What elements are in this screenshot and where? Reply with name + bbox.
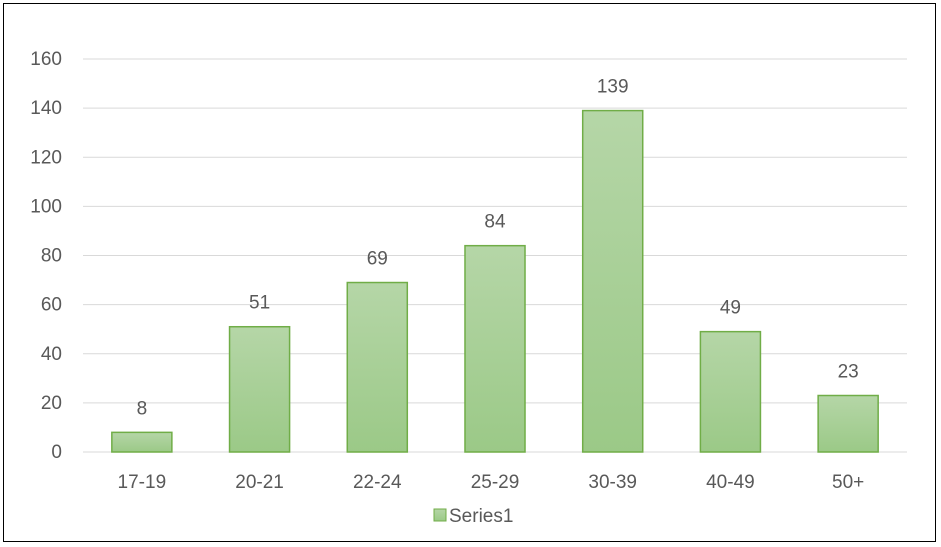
x-tick-label-20-21: 20-21 — [235, 472, 284, 493]
data-labels: 8 51 69 84 139 49 23 — [137, 77, 859, 420]
y-tick-label: 0 — [51, 442, 62, 463]
bar-25-29 — [464, 244, 526, 453]
x-tick-label-40-49: 40-49 — [706, 472, 755, 493]
legend-swatch-series1 — [433, 508, 447, 522]
y-tick-label: 140 — [30, 98, 62, 119]
bar-50+ — [817, 394, 879, 453]
x-tick-label-22-24: 22-24 — [353, 472, 402, 493]
bars — [111, 109, 879, 453]
data-label-30-39: 139 — [597, 77, 629, 98]
data-label-50+: 23 — [838, 362, 859, 383]
legend-label-series1: Series1 — [449, 506, 513, 527]
y-tick-label: 60 — [41, 295, 62, 316]
bar-30-39 — [581, 109, 644, 453]
x-tick-label-30-39: 30-39 — [588, 472, 637, 493]
data-label-17-19: 8 — [137, 398, 148, 419]
y-tick-label: 20 — [41, 393, 62, 414]
x-tick-label-50+: 50+ — [832, 472, 864, 493]
y-tick-label: 120 — [30, 147, 62, 168]
y-tick-label: 80 — [41, 246, 62, 267]
legend: Series1 — [433, 506, 513, 527]
y-axis-ticks: 0 20 40 60 80 100 120 140 160 — [30, 49, 62, 463]
data-label-40-49: 49 — [720, 298, 741, 319]
bar-20-21 — [228, 325, 291, 453]
bar-40-49 — [699, 330, 762, 453]
x-tick-label-25-29: 25-29 — [471, 472, 520, 493]
data-label-22-24: 69 — [367, 249, 388, 270]
x-tick-label-17-19: 17-19 — [118, 472, 167, 493]
bar-22-24 — [346, 281, 409, 453]
data-label-25-29: 84 — [484, 212, 506, 233]
data-label-20-21: 51 — [249, 293, 270, 314]
x-axis-ticks: 17-19 20-21 22-24 25-29 30-39 40-49 50+ — [118, 472, 865, 493]
bar-17-19 — [111, 431, 173, 453]
y-tick-label: 40 — [41, 344, 62, 365]
y-tick-label: 160 — [30, 49, 62, 70]
y-tick-label: 100 — [30, 196, 62, 217]
